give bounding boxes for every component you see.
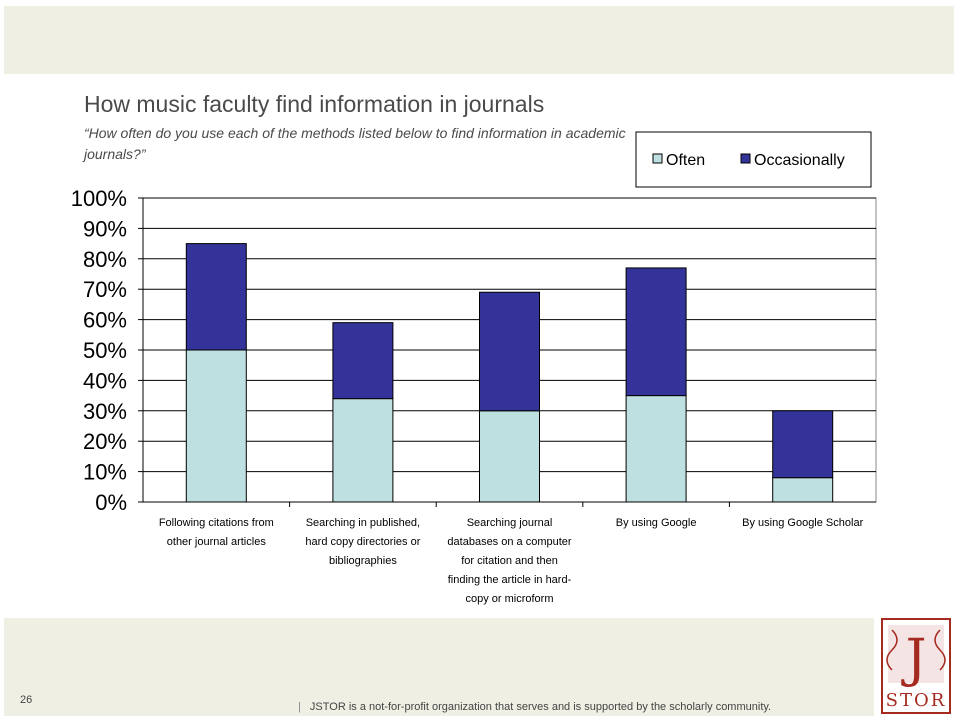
- legend-swatch-occasionally: [740, 153, 751, 164]
- bar-often-4: [625, 395, 687, 503]
- y-tick-label: 40%: [83, 368, 127, 393]
- y-tick-label: 20%: [83, 429, 127, 454]
- x-category-label: Following citations from other journal ar…: [159, 517, 274, 548]
- page-title: How music faculty find information in jo…: [84, 91, 545, 117]
- footer-band: [4, 618, 874, 716]
- y-tick-label: 100%: [71, 186, 127, 211]
- y-tick-label: 60%: [83, 308, 127, 333]
- logo-wordmark: STOR: [886, 690, 947, 711]
- jstor-logo: J STOR: [878, 616, 954, 716]
- y-tick-label: 30%: [83, 399, 127, 424]
- header-band: [4, 6, 954, 74]
- bar-often-3: [479, 410, 540, 503]
- y-tick-label: 80%: [83, 247, 127, 272]
- y-tick-label: 70%: [83, 277, 127, 302]
- logo-flourish: [886, 629, 946, 671]
- y-tick-label: 10%: [83, 460, 127, 485]
- bar-often-1: [185, 349, 247, 503]
- legend-label-often: Often: [666, 152, 705, 169]
- footer-statement: JSTOR is a not-for-profit organization t…: [309, 701, 772, 713]
- logo-ornament: [888, 625, 944, 683]
- bar-occasionally-2: [332, 322, 394, 400]
- bar-occasionally-4: [625, 267, 687, 397]
- bar-occasionally-1: [185, 243, 247, 351]
- x-category-label: By using Google: [616, 517, 697, 529]
- x-category-label: Searching journal databases on a computer…: [447, 517, 571, 605]
- y-tick-label: 50%: [83, 338, 127, 363]
- footer-separator: |: [298, 701, 301, 713]
- y-tick-label: 0%: [95, 490, 127, 515]
- logo-letter: J: [901, 629, 927, 689]
- legend-box: [635, 131, 872, 188]
- bar-occasionally-5: [772, 410, 834, 479]
- footer-text: | JSTOR is a not-for-profit organization…: [298, 701, 771, 713]
- bar-often-2: [332, 398, 394, 503]
- bar-occasionally-3: [479, 291, 540, 412]
- legend-swatch-often: [652, 153, 663, 164]
- chart-subtitle: “How often do you use each of the method…: [84, 125, 626, 162]
- bar-often-5: [772, 477, 834, 503]
- y-tick-label: 90%: [83, 216, 127, 241]
- logo-frame: [881, 618, 951, 714]
- page-number: 26: [20, 694, 33, 706]
- x-category-label: Searching in published, hard copy directo…: [305, 517, 420, 567]
- legend-label-occasionally: Occasionally: [754, 152, 845, 169]
- x-category-label: By using Google Scholar: [742, 517, 863, 529]
